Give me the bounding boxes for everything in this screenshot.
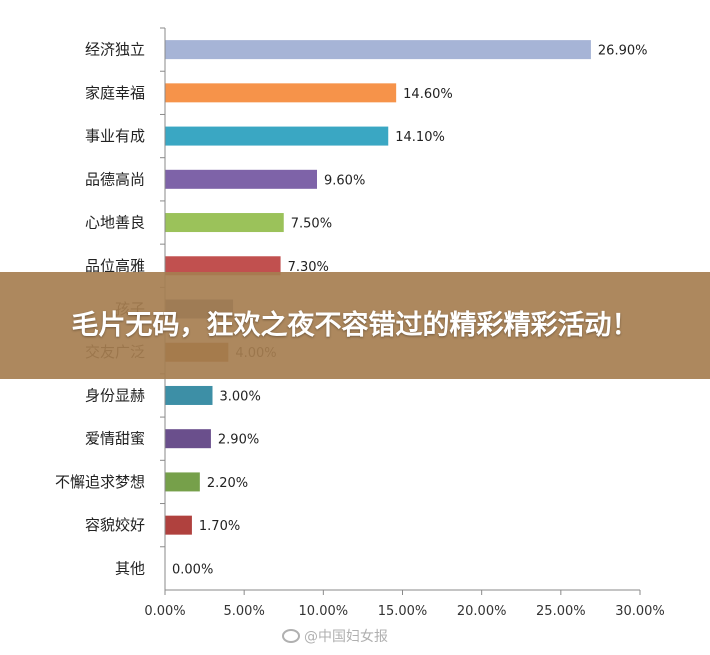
bar <box>165 429 211 449</box>
data-label: 14.10% <box>395 130 445 145</box>
bar <box>165 169 317 189</box>
banner-text: 毛片无码，狂欢之夜不容错过的精彩精彩活动！ <box>71 309 639 341</box>
data-label: 2.90% <box>218 433 259 448</box>
data-label: 2.20% <box>207 476 248 491</box>
watermark: @中国妇女报 <box>282 626 388 646</box>
x-tick-label: 5.00% <box>224 604 265 619</box>
promo-banner: 毛片无码，狂欢之夜不容错过的精彩精彩活动！ <box>0 272 710 379</box>
category-label: 身份显赫 <box>85 386 145 404</box>
x-tick-label: 10.00% <box>299 604 349 619</box>
bar <box>165 515 192 535</box>
x-tick-label: 30.00% <box>615 604 665 619</box>
category-label: 不懈追求梦想 <box>55 473 145 491</box>
watermark-text: @中国妇女报 <box>304 629 388 645</box>
bar <box>165 385 213 405</box>
bar <box>165 40 591 60</box>
x-tick-label: 20.00% <box>457 604 507 619</box>
weibo-icon <box>282 629 300 643</box>
category-label: 爱情甜蜜 <box>85 430 145 448</box>
bar <box>165 126 389 146</box>
data-label: 7.50% <box>291 217 332 232</box>
category-label: 品位高雅 <box>85 257 145 275</box>
bar <box>165 83 397 103</box>
bar <box>165 472 200 492</box>
bars: 经济独立 26.90% 家庭幸福 14.60% 事业有成 14.10% 品德高尚 9.60% 心… <box>55 40 648 577</box>
category-label: 经济独立 <box>85 41 145 59</box>
data-label: 7.30% <box>288 260 329 275</box>
category-label: 心地善良 <box>85 214 145 232</box>
data-label: 0.00% <box>172 562 213 577</box>
x-tick-label: 25.00% <box>536 604 586 619</box>
category-label: 容貌姣好 <box>85 516 145 534</box>
category-label: 家庭幸福 <box>85 84 145 102</box>
data-label: 1.70% <box>199 519 240 534</box>
category-label: 事业有成 <box>85 127 145 145</box>
category-label: 其他 <box>115 559 145 577</box>
category-label: 品德高尚 <box>85 170 145 188</box>
x-tick-label: 15.00% <box>378 604 428 619</box>
data-label: 26.90% <box>598 44 648 59</box>
x-axis-ticks: 0.00% 5.00% 10.00% 15.00% 20.00% 25.00% 30.00% <box>144 590 665 619</box>
bar <box>165 213 284 233</box>
x-tick-label: 0.00% <box>144 604 185 619</box>
data-label: 9.60% <box>324 173 365 188</box>
data-label: 14.60% <box>403 87 453 102</box>
bar <box>165 256 281 276</box>
data-label: 3.00% <box>220 389 261 404</box>
